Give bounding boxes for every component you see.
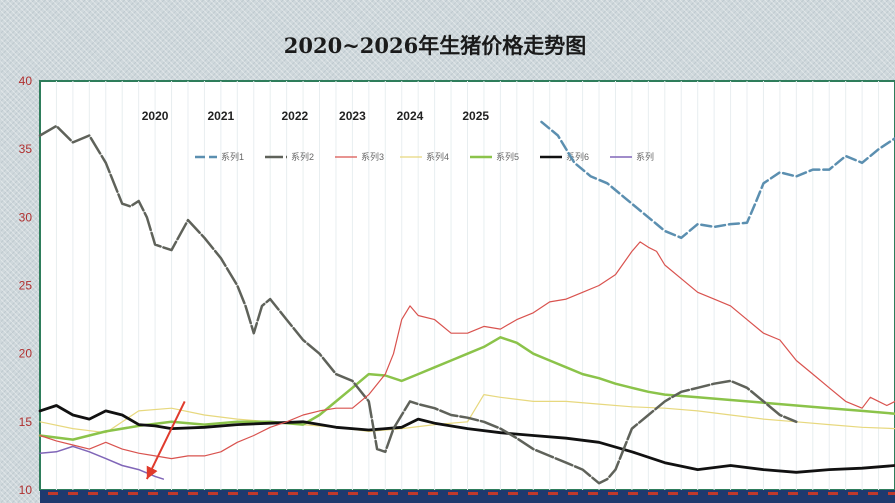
ruler-tick — [408, 492, 418, 495]
y-tick-label: 30 — [19, 210, 33, 224]
vertical-grid-lines — [55, 81, 880, 490]
ruler-tick — [308, 492, 318, 495]
ruler-tick — [568, 492, 578, 495]
y-tick-label: 25 — [19, 279, 33, 293]
ruler-tick — [148, 492, 158, 495]
y-tick-label: 10 — [19, 483, 33, 497]
ruler-tick — [248, 492, 258, 495]
ruler-tick — [888, 492, 895, 495]
ruler-band — [40, 490, 895, 503]
ruler-tick — [488, 492, 498, 495]
ruler-tick — [748, 492, 758, 495]
series-line — [38, 124, 798, 485]
year-labels: 2020 2021 2022 2023 2024 2025 — [142, 109, 490, 123]
ruler-tick — [88, 492, 98, 495]
y-tick-label: 15 — [19, 415, 33, 429]
year-label: 2024 — [397, 109, 424, 123]
year-label: 2020 — [142, 109, 169, 123]
series-line — [540, 120, 895, 240]
ruler-tick — [108, 492, 118, 495]
ruler-tick — [188, 492, 198, 495]
chart-title: 2020~2026年生猪价格走势图 — [284, 33, 587, 58]
ruler-tick — [288, 492, 298, 495]
ruler-tick — [528, 492, 538, 495]
annotation-arrow — [145, 400, 186, 480]
ruler-tick — [648, 492, 658, 495]
legend-label: 系列4 — [426, 151, 449, 162]
ruler-tick — [168, 492, 178, 495]
ruler-tick — [608, 492, 618, 495]
legend-label: 系列1 — [221, 151, 244, 162]
y-tick-label: 20 — [19, 347, 33, 361]
ruler-tick — [708, 492, 718, 495]
ruler-tick — [588, 492, 598, 495]
ruler-tick — [728, 492, 738, 495]
legend-label: 系列6 — [566, 151, 589, 162]
ruler-tick — [208, 492, 218, 495]
ruler-tick — [628, 492, 638, 495]
ruler-tick — [508, 492, 518, 495]
ruler-tick — [388, 492, 398, 495]
ruler-tick — [428, 492, 438, 495]
ruler-tick — [68, 492, 78, 495]
legend-label: 系列5 — [496, 151, 519, 162]
series-line — [38, 404, 895, 474]
ruler-tick — [828, 492, 838, 495]
ruler-tick — [808, 492, 818, 495]
legend-label: 系列3 — [361, 151, 384, 162]
ruler-tick — [128, 492, 138, 495]
legend: 系列1 系列2 系列3 系列4 系列5 系列6 系列 — [195, 151, 654, 162]
year-label: 2021 — [208, 109, 235, 123]
ruler-tick — [368, 492, 378, 495]
ruler-tick — [228, 492, 238, 495]
ruler-tick — [328, 492, 338, 495]
annotations — [145, 400, 186, 480]
series-line — [39, 241, 895, 460]
y-tick-label: 40 — [19, 74, 33, 88]
ruler-tick — [268, 492, 278, 495]
ruler-tick — [348, 492, 358, 495]
legend-label: 系列 — [636, 151, 654, 162]
ruler-tick — [848, 492, 858, 495]
legend-label: 系列2 — [291, 151, 314, 162]
ruler-tick — [668, 492, 678, 495]
series-line — [38, 336, 895, 441]
y-tick-label: 35 — [19, 142, 33, 156]
ruler-tick — [688, 492, 698, 495]
year-label: 2025 — [462, 109, 489, 123]
series-lines — [38, 120, 895, 485]
year-label: 2023 — [339, 109, 366, 123]
bottom-axis-ruler — [40, 490, 895, 503]
ruler-tick — [448, 492, 458, 495]
ruler-tick — [788, 492, 798, 495]
series-line — [39, 394, 895, 434]
ruler-tick — [768, 492, 778, 495]
ruler-tick — [548, 492, 558, 495]
ruler-tick — [468, 492, 478, 495]
y-axis-ticks: 10 15 20 25 30 35 40 — [19, 74, 33, 497]
year-label: 2022 — [282, 109, 309, 123]
ruler-tick — [48, 492, 58, 495]
ruler-tick — [868, 492, 878, 495]
